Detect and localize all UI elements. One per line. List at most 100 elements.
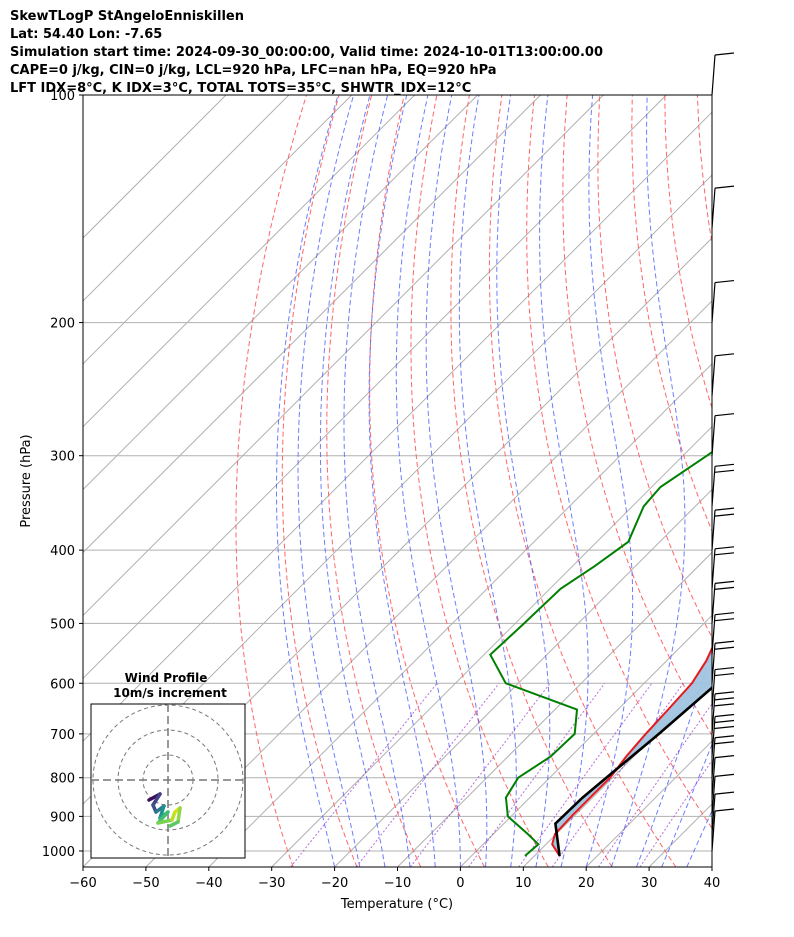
dry-adiabat [281,95,358,867]
x-tick-label: 40 [704,876,721,891]
wind-barb-flag [714,735,735,739]
wind-barb-flag [714,741,735,745]
moist-adiabat [368,95,436,867]
moist-adiabat [276,95,339,867]
title-line-3: Simulation start time: 2024-09-30_00:00:… [10,45,603,60]
moist-adiabat [737,95,794,867]
y-tick-label: 500 [50,617,75,632]
wind-barb [711,413,735,456]
hodograph-trace [156,818,174,825]
dry-adiabat [562,95,712,737]
mixing-ratio-line [639,759,712,867]
isotherm-gridline [83,95,541,554]
dry-adiabat [488,95,677,867]
mixing-ratio-line [290,682,438,867]
wind-barb-staff [711,716,716,757]
wind-barb-flag [714,353,735,357]
x-tick-label: −60 [69,876,96,891]
wind-barb-flag [714,552,735,556]
wind-barb-staff [711,614,716,655]
x-tick-label: 10 [515,876,532,891]
moist-adiabat [343,95,411,867]
moist-adiabat [661,743,712,867]
title-line-2: Lat: 54.40 Lon: -7.65 [10,27,163,42]
moist-adiabat [458,95,517,867]
wind-barb-staff [711,737,716,778]
wind-barb-flag [714,586,735,591]
isotherm-gridline [271,425,712,867]
wind-barb-staff [711,643,716,684]
wind-barb-flag [714,773,735,777]
isotherm-gridline [83,95,667,680]
y-tick-label: 1000 [42,845,75,860]
wind-barb-flag [714,612,735,616]
x-tick-label: 0 [456,876,464,891]
wind-barb-staff [711,810,716,852]
wind-barb-flag [714,279,735,284]
title-line-1: SkewTLogP StAngeloEnniskillen [10,9,244,24]
wind-barb-staff [711,466,716,507]
cin-shaded-area [552,648,712,856]
x-tick-label: −20 [321,876,348,891]
wind-barb-flag [714,697,735,701]
wind-barb-flag [714,463,735,467]
wind-barb-flag [714,469,735,473]
dry-adiabat [763,95,794,867]
wind-barb-staff [711,510,716,551]
y-tick-label: 400 [50,544,75,559]
wind-barb [711,735,735,778]
y-tick-label: 800 [50,772,75,787]
wind-barb-flag [714,719,735,724]
x-tick-label: −50 [132,876,159,891]
wind-barb-flag [714,725,735,730]
figure-header: SkewTLogP StAngeloEnniskillen Lat: 54.40… [10,8,780,98]
wind-barb-flag [714,666,735,671]
wind-barb-staff [711,282,716,323]
wind-barb-staff [711,757,716,798]
wind-barb [711,773,735,817]
dry-adiabat [526,95,712,829]
wind-barb [711,612,735,655]
wind-barb-staff [711,415,716,456]
wind-barb-flag [714,672,735,677]
isotherm-gridline [145,300,712,867]
wind-barb-flag [714,513,735,517]
title-line-4: CAPE=0 j/kg, CIN=0 j/kg, LCL=920 hPa, LF… [10,63,497,78]
dewpoint-line [489,450,712,857]
moist-adiabat [585,95,634,867]
y-tick-label: 200 [50,317,75,332]
moist-adiabat [762,95,794,867]
wind-barb-flag [714,713,735,718]
wind-barb-flag [714,640,735,644]
wind-barb [711,755,735,798]
isotherm-gridline [208,363,712,867]
mixing-ratio-line [518,683,653,867]
parcel-path-line [554,686,712,857]
x-axis-label: Temperature (°C) [340,897,453,912]
dry-adiabat [410,95,549,867]
wind-profile-title: Wind Profile [125,671,208,685]
moist-adiabat [539,95,589,867]
y-tick-label: 900 [50,810,75,825]
temperature-line [551,646,712,857]
isotherm-gridline [83,95,604,617]
wind-barb-staff [711,776,716,817]
moist-adiabat [610,95,686,867]
wind-barb-staff [711,188,716,229]
isotherm-gridline [522,677,712,867]
mixing-ratio-line [409,682,551,867]
wind-barb [711,580,735,624]
isotherm-gridline [397,551,712,867]
dry-adiabat [326,95,422,867]
dry-adiabat [730,95,794,867]
wind-barb [711,353,735,396]
wind-barb [711,691,735,734]
wind-barb-flag [714,580,735,585]
wind-barb-flag [714,52,735,56]
dry-adiabat [369,95,485,867]
hodograph-trace [151,792,162,807]
isotherm-gridline [83,111,712,742]
wind-barb-flag [714,507,735,511]
wind-barb-flag [714,691,735,695]
